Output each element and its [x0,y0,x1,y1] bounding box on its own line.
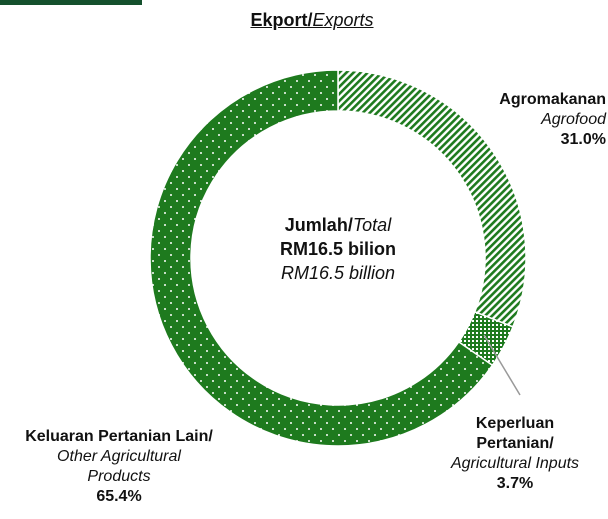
label-agrofood: Agromakanan Agrofood 31.0% [499,91,606,148]
leader-line [483,334,521,396]
donut-slice [149,69,494,447]
label-inputs: Keperluan Pertanian/ Agricultural Inputs… [450,415,580,492]
header-bar [0,0,142,5]
label-other: Keluaran Pertanian Lain/ Other Agricultu… [25,428,213,505]
center-label: Jumlah/Total RM16.5 bilion RM16.5 billio… [279,215,396,283]
chart-title: Ekport/Exports [250,10,374,30]
